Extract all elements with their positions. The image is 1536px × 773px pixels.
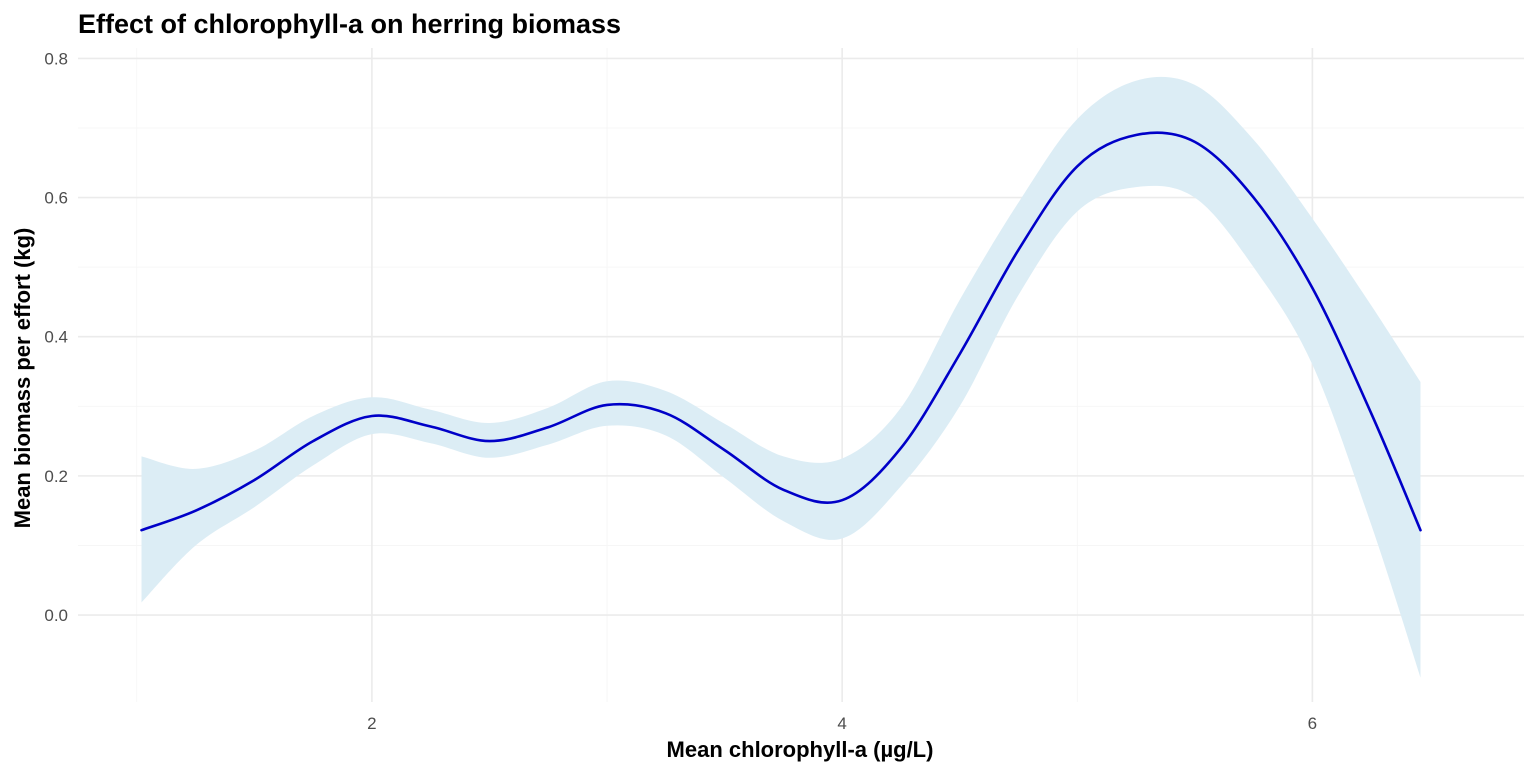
x-axis-title: Mean chlorophyll-a (µg/L) [667, 737, 934, 762]
confidence-ribbon [141, 76, 1421, 678]
grid-layer [78, 48, 1524, 702]
tick-layer: 2 4 6 0.0 0.2 0.4 0.6 0.8 [44, 49, 1317, 733]
y-tick-label: 0.6 [44, 189, 68, 208]
chart-title: Effect of chlorophyll-a on herring bioma… [78, 9, 621, 39]
y-tick-label: 0.2 [44, 467, 68, 486]
y-tick-label: 0.8 [44, 49, 68, 68]
smoothed-trend-line [140, 131, 1422, 532]
y-tick-label: 0.0 [44, 606, 68, 625]
x-tick-label: 6 [1308, 714, 1317, 733]
x-tick-label: 4 [837, 714, 846, 733]
x-tick-label: 2 [367, 714, 376, 733]
y-tick-label: 0.4 [44, 328, 68, 347]
y-axis-title: Mean biomass per effort (kg) [10, 228, 35, 529]
